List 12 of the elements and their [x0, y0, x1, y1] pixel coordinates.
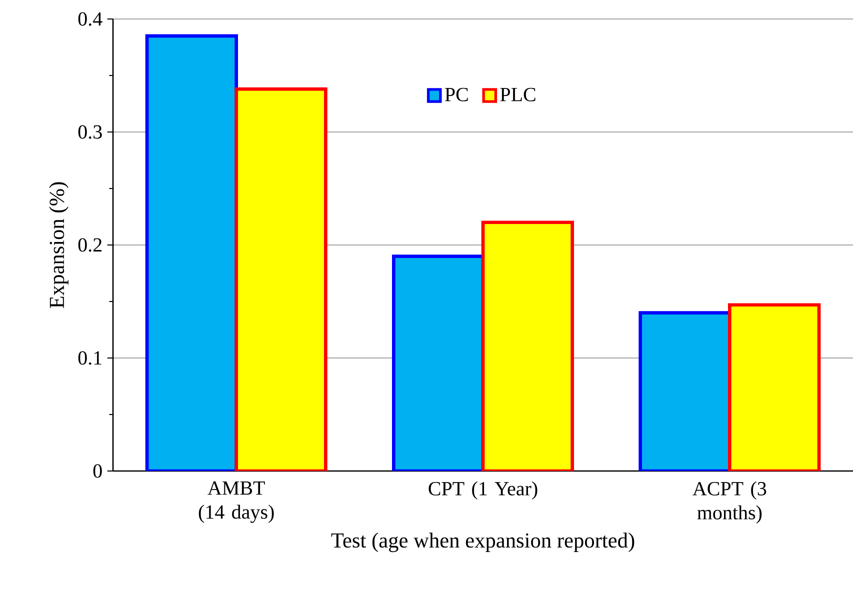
y-tick-label: 0: [93, 464, 102, 478]
x-axis-title: Test (age when expansion reported): [331, 532, 634, 552]
y-tick-label: 0.3: [78, 125, 102, 139]
y-axis-title: Expansion (%): [49, 182, 68, 308]
legend-label: PLC: [500, 88, 536, 102]
y-tick-label: 0.4: [78, 12, 102, 26]
y-tick-label: 0.1: [78, 351, 102, 365]
x-tick-label: CPT (1 Year): [428, 481, 538, 500]
x-tick-label: ACPT (3 months): [692, 481, 766, 524]
y-tick-label: 0.2: [78, 238, 102, 252]
legend-label: PC: [445, 88, 468, 102]
x-tick-label: AMBT (14 days): [198, 481, 274, 523]
